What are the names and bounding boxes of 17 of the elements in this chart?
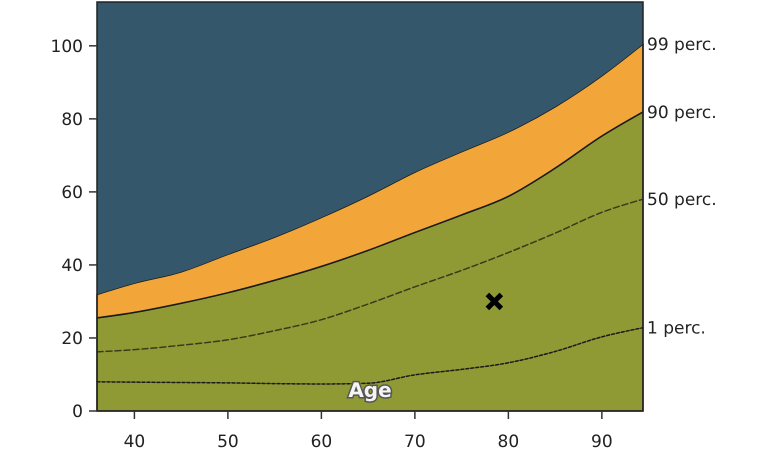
- y-tick-label: 60: [61, 182, 83, 203]
- x-tick-label: 90: [591, 432, 613, 452]
- x-axis-title: Age: [348, 378, 392, 402]
- series-label: 50 perc.: [647, 190, 717, 210]
- y-tick-label: 0: [72, 402, 83, 422]
- x-tick-label: 60: [310, 432, 332, 452]
- series-label: 90 perc.: [647, 102, 717, 123]
- y-tick-label: 20: [61, 328, 83, 349]
- y-tick-label: 80: [61, 110, 83, 130]
- x-tick-label: 50: [217, 432, 239, 452]
- y-tick-label: 100: [50, 36, 83, 57]
- series-label: 99 perc.: [647, 34, 717, 55]
- x-tick-label: 40: [124, 432, 146, 452]
- y-tick-label: 40: [61, 256, 83, 276]
- series-label: 1 perc.: [647, 318, 706, 339]
- x-tick-label: 70: [404, 432, 426, 452]
- x-tick-label: 80: [498, 432, 520, 452]
